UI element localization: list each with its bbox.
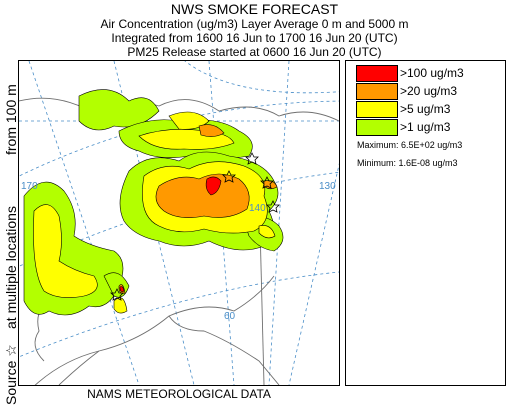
release-height-label: from 100 m <box>3 84 19 155</box>
legend-swatch-red <box>356 65 398 82</box>
release-info: PM25 Release started at 0600 16 Jun 20 (… <box>127 45 382 59</box>
meteorological-data-label: NAMS METEOROLOGICAL DATA <box>87 387 271 401</box>
legend-label-1: >1 ug/m3 <box>400 120 451 134</box>
grid-label-60: 60 <box>224 311 236 322</box>
grid-label-130: 130 <box>319 181 336 192</box>
legend-swatch-green <box>356 119 398 136</box>
legend-swatch-yellow <box>356 101 398 118</box>
concentration-legend: >100 ug/m3 >20 ug/m3 >5 ug/m3 >1 ug/m3 M… <box>345 60 506 386</box>
minimum-value: Minimum: 1.6E-08 ug/m3 <box>357 158 458 168</box>
smoke-map: 170 130 140 60 <box>18 60 340 386</box>
grid-label-140: 140 <box>249 203 266 214</box>
multiple-locations-label: at multiple locations <box>3 206 19 329</box>
legend-label-100: >100 ug/m3 <box>400 66 464 80</box>
maximum-value: Maximum: 6.5E+02 ug/m3 <box>357 140 463 150</box>
source-markers <box>110 152 280 301</box>
legend-label-20: >20 ug/m3 <box>400 84 458 98</box>
source-label: Source ☆ <box>3 344 19 405</box>
integration-period: Integrated from 1600 16 Jun to 1700 16 J… <box>111 31 398 45</box>
smoke-level-100 <box>119 176 222 292</box>
grid-label-170: 170 <box>21 181 38 192</box>
legend-swatch-orange <box>356 83 398 100</box>
legend-label-5: >5 ug/m3 <box>400 102 451 116</box>
concentration-subtitle: Air Concentration (ug/m3) Layer Average … <box>100 17 409 31</box>
smoke-level-20 <box>118 124 278 294</box>
source-side-label: Source ☆ at multiple locations from 100 … <box>3 45 19 405</box>
forecast-title: NWS SMOKE FORECAST <box>170 1 339 17</box>
